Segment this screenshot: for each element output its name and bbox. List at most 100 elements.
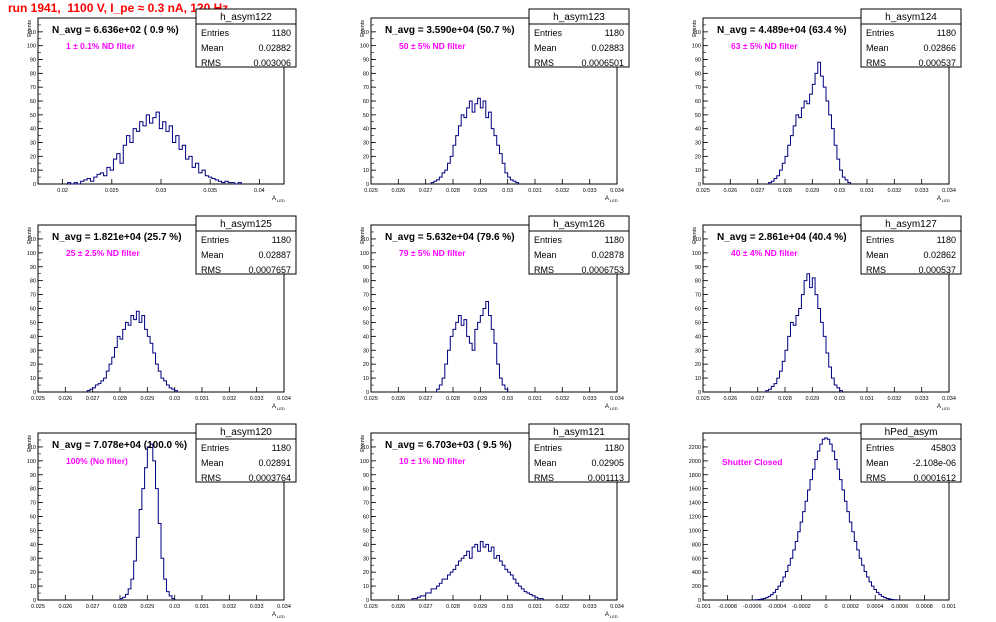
histogram-name: h_asym124 bbox=[885, 12, 937, 23]
x-tick-label: 0.025 bbox=[105, 188, 119, 194]
stat-value: 1180 bbox=[937, 235, 956, 245]
y-tick-label: 40 bbox=[363, 542, 369, 548]
histogram-name: h_asym126 bbox=[553, 219, 605, 230]
histogram-panel-h_asym121: 0 10 20 30 40 50 60 70 80 90 100 110 0.025 0.026 0.027… bbox=[360, 423, 630, 619]
y-tick-label: 50 bbox=[30, 528, 36, 534]
stat-value: 0.02882 bbox=[258, 43, 291, 53]
y-tick-label: 80 bbox=[30, 487, 36, 493]
stat-label: RMS bbox=[201, 265, 221, 275]
navg-label: N_avg = 5.632e+04 (79.6 %) bbox=[385, 232, 515, 243]
stat-value: 1180 bbox=[605, 28, 624, 38]
x-tick-label: 0.029 bbox=[805, 188, 819, 194]
y-tick-label: 70 bbox=[695, 85, 701, 91]
filter-annotation: 25 ± 2.5% ND filter bbox=[66, 248, 140, 258]
histogram-panel-h_asym124: 0 10 20 30 40 50 60 70 80 90 100 110 0.025 0.026 0.027… bbox=[692, 8, 962, 203]
x-tick-label: 0.025 bbox=[364, 188, 378, 194]
stats-box bbox=[195, 423, 297, 483]
stat-label: Mean bbox=[201, 458, 224, 468]
y-tick-label: 20 bbox=[30, 154, 36, 160]
stat-value: 0.003006 bbox=[253, 58, 291, 68]
x-tick-label: 0.028 bbox=[446, 396, 460, 402]
stat-value: 0.02905 bbox=[591, 458, 624, 468]
x-tick-label: 0.026 bbox=[391, 188, 405, 194]
y-tick-label: 60 bbox=[30, 515, 36, 521]
x-tick-label: 0.025 bbox=[696, 396, 710, 402]
y-tick-label: 40 bbox=[363, 127, 369, 133]
stat-value: 1180 bbox=[605, 443, 624, 453]
y-tick-label: 100 bbox=[360, 251, 369, 257]
stat-label: RMS bbox=[201, 58, 221, 68]
y-tick-label: 40 bbox=[30, 542, 36, 548]
stats-box bbox=[860, 215, 962, 275]
x-tick-label: 0.03 bbox=[502, 188, 513, 194]
y-tick-label: 30 bbox=[695, 348, 701, 354]
histogram-panel-h_asym120: 0 10 20 30 40 50 60 70 80 90 100 110 0.025 0.026 0.027… bbox=[27, 423, 297, 619]
y-tick-label: 50 bbox=[695, 113, 701, 119]
y-tick-label: 10 bbox=[30, 168, 36, 174]
stat-value: 1180 bbox=[605, 235, 624, 245]
stats-box bbox=[528, 423, 630, 483]
y-tick-label: 70 bbox=[363, 85, 369, 91]
x-tick-label: 0.029 bbox=[473, 396, 487, 402]
x-tick-label: 0.034 bbox=[610, 396, 624, 402]
y-tick-label: 30 bbox=[695, 141, 701, 147]
y-tick-label: 20 bbox=[695, 362, 701, 368]
stat-value: 0.02887 bbox=[258, 250, 291, 260]
y-tick-label: 10 bbox=[695, 168, 701, 174]
x-tick-label: 0.034 bbox=[277, 396, 291, 402]
histogram-line bbox=[436, 301, 509, 392]
y-tick-label: 40 bbox=[30, 334, 36, 340]
stat-value: 1180 bbox=[272, 28, 291, 38]
y-tick-label: 70 bbox=[30, 293, 36, 299]
y-tick-label: 70 bbox=[363, 293, 369, 299]
stat-label: Entries bbox=[534, 443, 563, 453]
stat-value: 0.02891 bbox=[258, 458, 291, 468]
x-tick-label: 0.03 bbox=[169, 604, 180, 610]
x-tick-label: 0.026 bbox=[391, 604, 405, 610]
x-tick-label: 0.028 bbox=[778, 396, 792, 402]
x-tick-label: 0.02 bbox=[57, 188, 68, 194]
y-tick-label: 0 bbox=[366, 598, 369, 604]
x-tick-label: 0.033 bbox=[250, 604, 264, 610]
y-tick-label: 60 bbox=[363, 515, 369, 521]
filter-annotation: 10 ± 1% ND filter bbox=[399, 456, 466, 466]
x-tick-label: 0.032 bbox=[887, 396, 901, 402]
stats-box bbox=[860, 423, 962, 483]
stat-value: 0.02866 bbox=[923, 43, 956, 53]
x-axis-label-subscript: LED bbox=[277, 406, 285, 411]
x-tick-label: 0.0008 bbox=[916, 604, 933, 610]
x-tick-label: 0.027 bbox=[419, 604, 433, 610]
stat-label: RMS bbox=[534, 473, 554, 483]
x-tick-label: 0.028 bbox=[446, 604, 460, 610]
navg-label: N_avg = 4.489e+04 (63.4 %) bbox=[717, 25, 847, 36]
x-axis-label: A bbox=[272, 196, 276, 202]
stat-value: -2.108e-06 bbox=[912, 458, 956, 468]
histogram-panel-h_asym127: 0 10 20 30 40 50 60 70 80 90 100 110 0.025 0.026 0.027… bbox=[692, 215, 962, 411]
y-axis-label: Events bbox=[692, 227, 698, 244]
y-tick-label: 60 bbox=[695, 99, 701, 105]
y-tick-label: 1200 bbox=[689, 515, 701, 521]
y-tick-label: 60 bbox=[695, 307, 701, 313]
x-axis-label-subscript: LED bbox=[610, 406, 618, 411]
navg-label: N_avg = 6.703e+03 ( 9.5 %) bbox=[385, 440, 512, 451]
y-tick-label: 100 bbox=[27, 251, 36, 257]
y-tick-label: 40 bbox=[695, 127, 701, 133]
y-tick-label: 90 bbox=[695, 265, 701, 271]
stat-value: 0.0007657 bbox=[248, 265, 291, 275]
y-axis-label: Events bbox=[360, 20, 366, 37]
stat-label: RMS bbox=[534, 58, 554, 68]
y-tick-label: 10 bbox=[363, 168, 369, 174]
x-tick-label: 0.034 bbox=[942, 188, 956, 194]
stat-label: Mean bbox=[534, 250, 557, 260]
y-tick-label: 90 bbox=[695, 58, 701, 64]
stats-box bbox=[528, 8, 630, 68]
y-tick-label: 30 bbox=[363, 141, 369, 147]
y-tick-label: 40 bbox=[695, 334, 701, 340]
y-tick-label: 0 bbox=[698, 182, 701, 188]
stat-label: Mean bbox=[866, 458, 889, 468]
x-axis-label: A bbox=[937, 404, 941, 410]
y-tick-label: 100 bbox=[27, 459, 36, 465]
histogram-line bbox=[752, 437, 900, 601]
y-tick-label: 110 bbox=[692, 237, 701, 243]
stat-label: Mean bbox=[201, 250, 224, 260]
